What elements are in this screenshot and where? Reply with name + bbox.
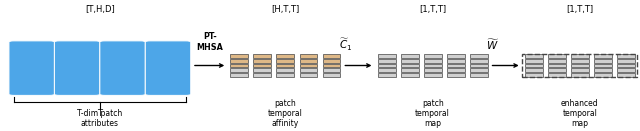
Bar (401, 68, 419, 72)
FancyBboxPatch shape (100, 41, 145, 95)
Bar (447, 64, 465, 67)
Bar (617, 73, 635, 77)
Bar (253, 59, 271, 63)
Bar (378, 59, 396, 63)
Bar (300, 68, 317, 72)
Bar (276, 73, 294, 77)
FancyBboxPatch shape (145, 41, 191, 95)
Bar (447, 68, 465, 72)
Bar (571, 54, 589, 58)
Bar (594, 68, 612, 72)
Bar (424, 54, 442, 58)
Bar (378, 73, 396, 77)
Bar (276, 68, 294, 72)
Bar (378, 64, 396, 67)
Bar (401, 54, 419, 58)
Bar (525, 59, 543, 63)
Bar (548, 54, 566, 58)
Bar (470, 73, 488, 77)
Text: patch
temporal
affinity: patch temporal affinity (268, 99, 303, 128)
Bar (230, 59, 248, 63)
Text: T: T (97, 110, 102, 118)
Bar (617, 64, 635, 67)
Bar (447, 59, 465, 63)
FancyBboxPatch shape (9, 41, 54, 95)
Text: patch
temporal
map: patch temporal map (415, 99, 450, 128)
Bar (522, 54, 637, 77)
Bar (447, 54, 465, 58)
Bar (378, 68, 396, 72)
Bar (617, 54, 635, 58)
Bar (253, 64, 271, 67)
Bar (571, 59, 589, 63)
Bar (548, 68, 566, 72)
Bar (617, 59, 635, 63)
Bar (470, 59, 488, 63)
Bar (300, 73, 317, 77)
Bar (401, 73, 419, 77)
Bar (276, 64, 294, 67)
Text: $\widetilde{C}_1$: $\widetilde{C}_1$ (339, 36, 352, 53)
Text: [H,T,T]: [H,T,T] (271, 5, 300, 14)
Bar (525, 68, 543, 72)
Bar (230, 54, 248, 58)
Bar (253, 73, 271, 77)
Bar (594, 73, 612, 77)
Bar (230, 68, 248, 72)
Bar (230, 64, 248, 67)
Bar (470, 68, 488, 72)
FancyBboxPatch shape (54, 41, 100, 95)
Bar (548, 59, 566, 63)
Bar (276, 59, 294, 63)
Bar (424, 59, 442, 63)
Bar (323, 59, 340, 63)
Bar (300, 64, 317, 67)
Text: [1,T,T]: [1,T,T] (419, 5, 446, 14)
Bar (594, 64, 612, 67)
Text: PT-
MHSA: PT- MHSA (196, 32, 223, 52)
Bar (571, 68, 589, 72)
Bar (300, 54, 317, 58)
Bar (378, 54, 396, 58)
Bar (594, 54, 612, 58)
Bar (401, 64, 419, 67)
Bar (447, 73, 465, 77)
Bar (323, 73, 340, 77)
Bar (323, 54, 340, 58)
Text: enhanced
temporal
map: enhanced temporal map (561, 99, 598, 128)
Bar (276, 54, 294, 58)
Bar (617, 68, 635, 72)
Bar (323, 68, 340, 72)
Text: T-dim patch
attributes: T-dim patch attributes (77, 109, 122, 128)
Text: [T,H,D]: [T,H,D] (85, 5, 115, 14)
Text: $\widetilde{W}$: $\widetilde{W}$ (486, 37, 500, 52)
Bar (470, 54, 488, 58)
Bar (525, 73, 543, 77)
Bar (571, 64, 589, 67)
Bar (470, 64, 488, 67)
Text: [1,T,T]: [1,T,T] (566, 5, 593, 14)
Bar (548, 73, 566, 77)
Bar (424, 73, 442, 77)
Bar (424, 64, 442, 67)
Bar (300, 59, 317, 63)
Bar (230, 73, 248, 77)
Bar (571, 73, 589, 77)
Bar (323, 64, 340, 67)
Bar (253, 54, 271, 58)
Bar (525, 54, 543, 58)
Bar (594, 59, 612, 63)
Bar (548, 64, 566, 67)
Bar (424, 68, 442, 72)
Bar (401, 59, 419, 63)
Bar (253, 68, 271, 72)
Bar (525, 64, 543, 67)
